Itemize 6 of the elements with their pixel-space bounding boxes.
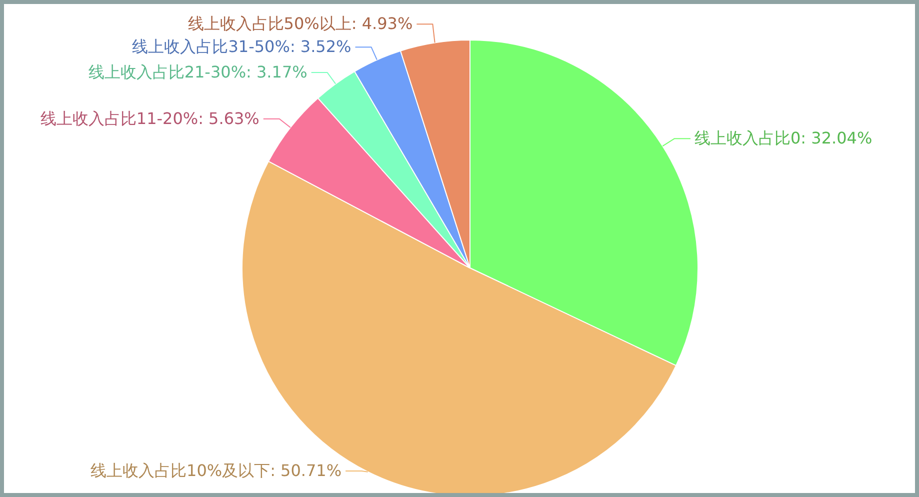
slice-label: 线上收入占比50%以上: 4.93% bbox=[188, 14, 413, 34]
slice-label: 线上收入占比10%及以下: 50.71% bbox=[90, 461, 342, 480]
slice-label: 线上收入占比11-20%: 5.63% bbox=[40, 108, 260, 128]
slice-label: 线上收入占比31-50%: 3.52% bbox=[132, 37, 352, 56]
slice-label: 线上收入占比0: 32.04% bbox=[694, 128, 872, 148]
slice-label: 线上收入占比21-30%: 3.17% bbox=[88, 62, 308, 82]
